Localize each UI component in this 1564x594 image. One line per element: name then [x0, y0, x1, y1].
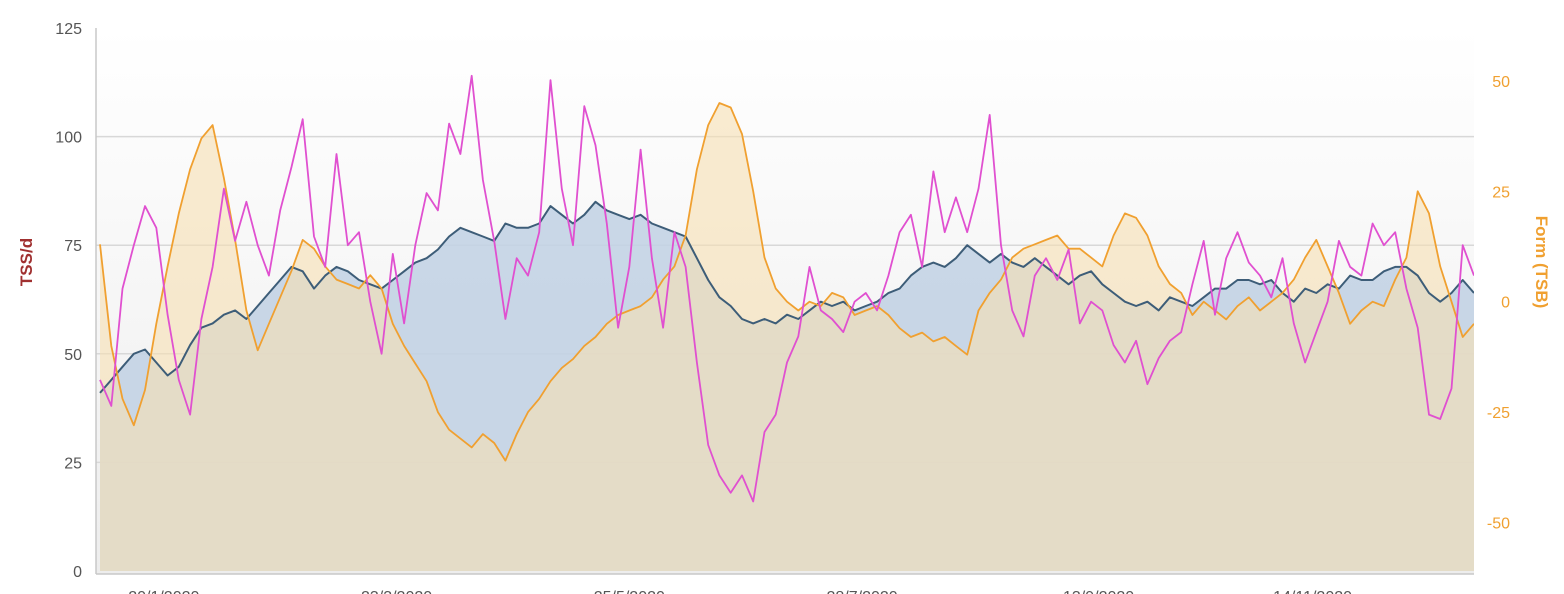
y-axis-left-title: TSS/d: [17, 238, 36, 286]
x-tick-2: 25/5/2020: [594, 589, 665, 594]
y-right-tick-1: -25: [1487, 405, 1510, 422]
form-line: [99, 102, 1474, 462]
y-right-tick-3: 25: [1492, 184, 1510, 201]
y-left-tick-2: 50: [64, 347, 82, 364]
axes: [95, 28, 1474, 575]
x-tick-4: 13/9/2020: [1063, 589, 1134, 594]
x-tick-1: 23/3/2020: [361, 589, 432, 594]
y-left-tick-4: 100: [55, 130, 82, 147]
y-left-tick-1: 25: [64, 455, 82, 472]
fitness-line: [99, 200, 1474, 394]
tick-labels: 0 25 50 75 100 125 -50 -25 0 25 50 20/1/2020 23/3/20…: [55, 21, 1510, 594]
y-left-tick-0: 0: [73, 564, 82, 581]
x-tick-3: 28/7/2020: [826, 589, 897, 594]
y-right-tick-2: 0: [1501, 295, 1510, 312]
y-right-tick-4: 50: [1492, 74, 1510, 91]
x-tick-0: 20/1/2020: [128, 589, 199, 594]
y-left-tick-5: 125: [55, 21, 82, 38]
y-left-tick-3: 75: [64, 238, 82, 255]
x-tick-5: 14/11/2020: [1273, 589, 1352, 594]
daily-tss-line: [99, 74, 1474, 503]
y-right-tick-0: -50: [1487, 515, 1510, 532]
y-axis-right-title: Form (TSB): [1532, 216, 1551, 309]
series-layer: [99, 74, 1474, 572]
form-area: [100, 103, 1474, 571]
